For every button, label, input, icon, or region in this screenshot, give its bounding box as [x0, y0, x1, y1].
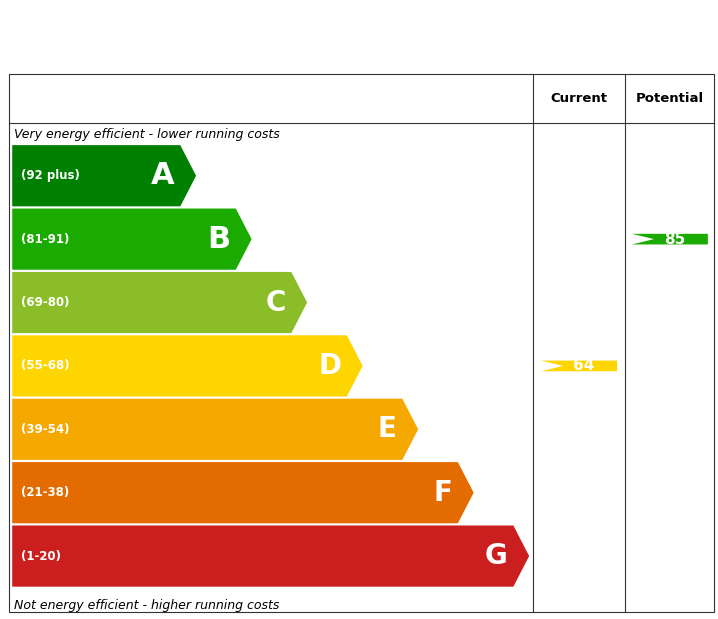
- Polygon shape: [12, 209, 251, 270]
- Polygon shape: [12, 272, 307, 333]
- Text: (81-91): (81-91): [21, 233, 69, 246]
- Polygon shape: [12, 335, 363, 397]
- Text: Current: Current: [551, 92, 607, 105]
- Text: Potential: Potential: [636, 92, 704, 105]
- Polygon shape: [541, 361, 617, 371]
- Text: C: C: [265, 288, 286, 316]
- Polygon shape: [632, 234, 708, 245]
- Text: (21-38): (21-38): [21, 486, 69, 499]
- Text: (1-20): (1-20): [21, 550, 61, 563]
- Text: Energy Efficiency Rating: Energy Efficiency Rating: [18, 17, 536, 54]
- Text: (39-54): (39-54): [21, 423, 70, 436]
- Text: B: B: [207, 225, 230, 254]
- Text: A: A: [151, 161, 174, 190]
- Text: (92 plus): (92 plus): [21, 169, 80, 182]
- Text: Very energy efficient - lower running costs: Very energy efficient - lower running co…: [14, 128, 280, 141]
- Polygon shape: [12, 399, 418, 460]
- Text: 85: 85: [663, 232, 685, 246]
- Text: (55-68): (55-68): [21, 360, 70, 373]
- Text: E: E: [378, 415, 396, 443]
- Text: 64: 64: [573, 358, 595, 373]
- Polygon shape: [12, 145, 196, 206]
- Text: (69-80): (69-80): [21, 296, 70, 309]
- Polygon shape: [12, 462, 474, 523]
- Text: F: F: [433, 478, 452, 507]
- Text: Not energy efficient - higher running costs: Not energy efficient - higher running co…: [14, 599, 280, 612]
- Polygon shape: [12, 526, 529, 587]
- Text: D: D: [318, 352, 341, 380]
- Text: G: G: [485, 542, 508, 570]
